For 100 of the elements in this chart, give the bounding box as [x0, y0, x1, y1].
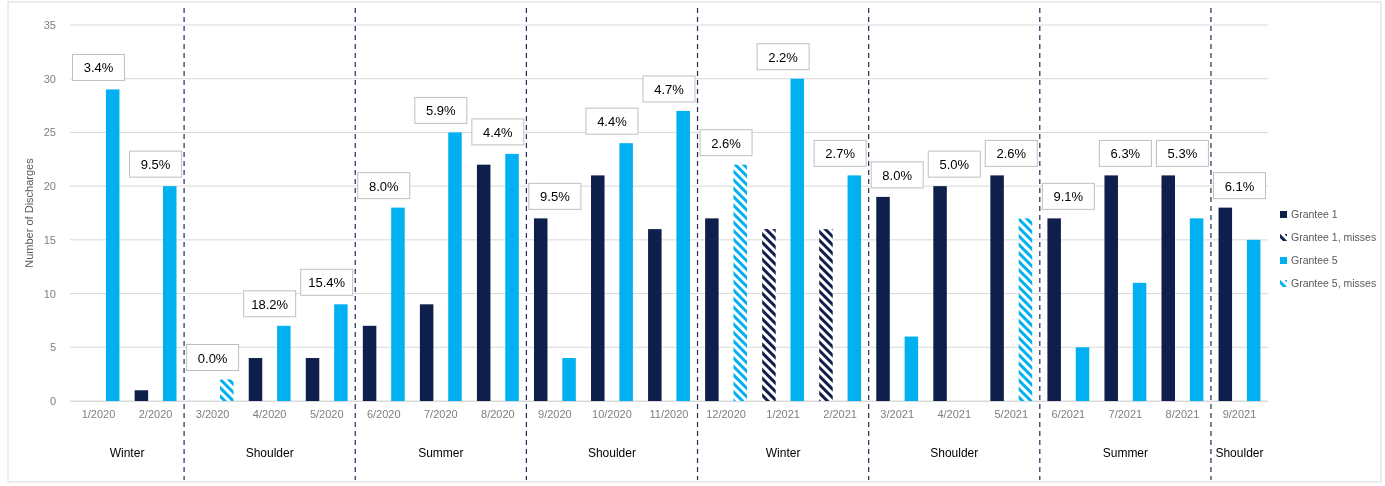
bar [505, 153, 519, 401]
bar [1104, 175, 1118, 401]
annotation: 18.2% [251, 296, 289, 312]
bar [277, 325, 291, 401]
bar [1047, 218, 1061, 401]
x-tick-label: 4/2021 [937, 407, 972, 420]
bar [705, 218, 719, 401]
bar [163, 186, 177, 401]
x-tick-label: 12/2020 [706, 407, 746, 420]
annotation: 0.0% [197, 350, 228, 366]
x-tick-label: 3/2021 [880, 407, 915, 420]
x-tick-label: 8/2021 [1165, 407, 1200, 420]
bar [619, 143, 633, 401]
x-tick-label: 10/2020 [592, 407, 632, 420]
legend-label: Grantee 1, misses [1291, 231, 1377, 243]
x-tick-label: 11/2020 [649, 407, 689, 420]
x-tick-label: 7/2021 [1108, 407, 1143, 420]
y-tick-label: 15 [43, 233, 56, 246]
x-tick-label: 9/2021 [1222, 407, 1257, 420]
bar [676, 110, 690, 401]
legend-label: Grantee 5 [1291, 254, 1338, 266]
bar [334, 304, 348, 401]
y-tick-label: 30 [43, 72, 56, 85]
x-tick-label: 1/2021 [766, 407, 800, 420]
bar [990, 175, 1004, 401]
bar [419, 304, 434, 401]
x-tick-label: 2/2020 [138, 407, 173, 420]
annotation: 6.1% [1224, 178, 1255, 194]
bar [1018, 218, 1033, 401]
annotation: 5.3% [1167, 146, 1198, 162]
annotation: 8.0% [882, 167, 913, 183]
bar [248, 358, 263, 401]
bar [448, 132, 462, 401]
annotation: 9.5% [140, 157, 171, 173]
annotation: 8.0% [368, 178, 400, 194]
text: Summer [418, 446, 464, 460]
annotation: 5.0% [939, 157, 970, 173]
bar [1246, 239, 1261, 401]
text: Shoulder [1215, 446, 1264, 460]
bar [876, 196, 890, 401]
annotation: 4.4% [597, 114, 628, 130]
x-tick-label: 8/2020 [481, 407, 515, 420]
bar [1161, 175, 1175, 401]
bar [762, 229, 776, 401]
annotation: 2.6% [711, 135, 742, 151]
x-tick-label: 7/2020 [423, 407, 458, 420]
bar [648, 229, 662, 401]
legend-label: Grantee 5, misses [1291, 277, 1377, 289]
text: Winter [765, 446, 801, 460]
annotation: 5.9% [425, 103, 457, 119]
bar [134, 390, 149, 401]
bar [362, 325, 377, 401]
bar [847, 175, 862, 401]
annotation: 15.4% [308, 275, 346, 291]
annotation: 4.7% [654, 81, 685, 97]
x-tick-label: 6/2021 [1051, 407, 1086, 420]
x-tick-label: 3/2020 [195, 407, 230, 420]
y-axis-title: Number of Discharges [23, 157, 35, 268]
bar [1132, 282, 1147, 401]
bar [904, 336, 919, 401]
y-tick-label: 0 [49, 395, 56, 408]
x-tick-label: 4/2020 [252, 407, 287, 420]
x-tick-label: 5/2020 [309, 407, 344, 420]
bar [220, 379, 234, 401]
text: Shoulder [245, 446, 294, 460]
bar [305, 358, 320, 401]
bar [1189, 218, 1204, 401]
text: Shoulder [587, 446, 636, 460]
bar [790, 78, 805, 401]
bar [819, 229, 833, 401]
bar [1075, 347, 1090, 401]
bar [591, 175, 605, 401]
bar [533, 218, 548, 401]
legend-label: Grantee 1 [1291, 208, 1338, 220]
annotation: 9.5% [540, 189, 571, 205]
x-tick-label: 1/2020 [81, 407, 116, 420]
bar [733, 164, 747, 401]
bar [562, 358, 576, 401]
annotation: 2.2% [768, 49, 799, 65]
y-tick-label: 10 [43, 287, 56, 300]
annotation: 2.6% [996, 146, 1027, 162]
bar [391, 207, 405, 401]
y-tick-label: 25 [43, 126, 56, 139]
annotation: 2.7% [825, 146, 856, 162]
annotation: 3.4% [83, 60, 114, 76]
bar [1218, 207, 1233, 401]
annotation: 4.4% [483, 124, 514, 140]
x-tick-label: 2/2021 [823, 407, 857, 420]
x-tick-label: 9/2020 [538, 407, 572, 420]
text: Summer [1102, 446, 1149, 460]
y-tick-label: 20 [43, 180, 56, 193]
annotation: 6.3% [1110, 146, 1141, 162]
text: Shoulder [930, 446, 979, 460]
bar [476, 164, 491, 401]
x-tick-label: 6/2020 [366, 407, 401, 420]
y-tick-label: 5 [49, 341, 56, 354]
text: Winter [109, 446, 145, 460]
x-tick-label: 5/2021 [994, 407, 1029, 420]
annotation: 9.1% [1053, 189, 1084, 205]
bar [933, 186, 947, 401]
